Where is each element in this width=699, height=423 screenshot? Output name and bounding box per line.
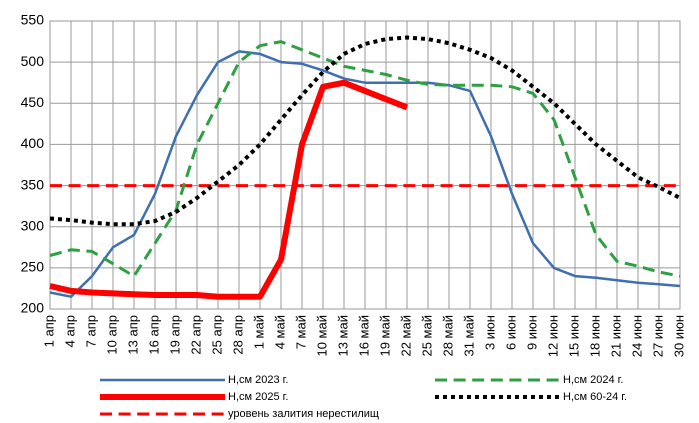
x-tick-label: 7 май <box>293 315 308 349</box>
series-line <box>49 35 681 227</box>
x-tick-label: 10 май <box>314 315 329 357</box>
x-tick-label: 30 июн <box>671 315 686 357</box>
x-tick-label: 4 май <box>272 315 287 349</box>
y-tick-label: 550 <box>21 12 45 28</box>
series-line <box>49 50 681 298</box>
x-tick-label: 12 июн <box>545 315 560 357</box>
x-tick-label: 28 апр <box>230 315 245 355</box>
x-tick-label: 6 июн <box>503 315 518 350</box>
y-tick-label: 400 <box>21 135 45 151</box>
series-line <box>49 79 409 300</box>
x-tick-label: 16 май <box>356 315 371 357</box>
legend-label: Н,см 2023 г. <box>228 374 288 386</box>
x-tick-label: 22 апр <box>188 315 203 355</box>
y-tick-label: 350 <box>21 176 45 192</box>
legend-label: Н,см 2025 г. <box>228 391 288 403</box>
x-tick-label: 4 апр <box>62 315 77 347</box>
x-tick-label: 1 апр <box>41 315 56 347</box>
x-tick-label: 28 май <box>440 315 455 357</box>
x-tick-label: 13 май <box>335 315 350 357</box>
x-tick-label: 21 июн <box>608 315 623 357</box>
x-tick-label: 13 апр <box>125 315 140 355</box>
series-line <box>49 40 681 278</box>
x-tick-label: 24 июн <box>629 315 644 357</box>
legend-label: уровень залития нерестилищ <box>228 408 379 420</box>
legend-label: Н,см 2024 г. <box>563 374 623 386</box>
y-tick-label: 250 <box>21 259 45 275</box>
legend-label: Н,см 60-24 г. <box>563 391 627 403</box>
x-tick-label: 15 июн <box>566 315 581 357</box>
y-tick-label: 300 <box>21 217 45 233</box>
x-tick-label: 25 май <box>419 315 434 357</box>
x-tick-label: 10 апр <box>104 315 119 355</box>
x-tick-label: 16 апр <box>146 315 161 355</box>
x-tick-label: 9 июн <box>524 315 539 350</box>
x-tick-label: 1 май <box>251 315 266 349</box>
y-tick-label: 500 <box>21 53 45 69</box>
x-tick-label: 22 май <box>398 315 413 357</box>
x-tick-label: 25 апр <box>209 315 224 355</box>
x-tick-label: 27 июн <box>650 315 665 357</box>
y-tick-label: 200 <box>21 300 45 316</box>
x-tick-label: 3 июн <box>482 315 497 350</box>
y-tick-label: 450 <box>21 94 45 110</box>
x-tick-label: 18 июн <box>587 315 602 357</box>
x-tick-label: 31 май <box>461 315 476 357</box>
x-tick-label: 19 апр <box>167 315 182 355</box>
x-tick-label: 7 апр <box>83 315 98 347</box>
x-tick-label: 19 май <box>377 315 392 357</box>
